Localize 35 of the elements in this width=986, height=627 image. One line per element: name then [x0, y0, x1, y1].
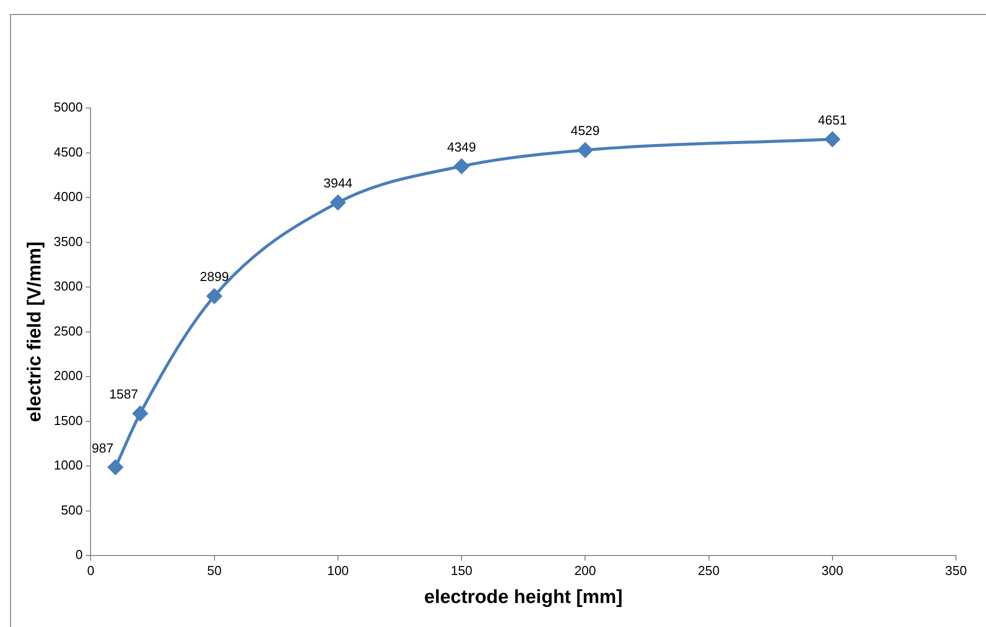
- data-label: 4349: [447, 139, 476, 154]
- y-tick-label: 4500: [54, 144, 83, 160]
- x-axis-title: electrode height [mm]: [424, 586, 623, 608]
- data-label: 4529: [570, 123, 600, 138]
- data-label: 2899: [200, 269, 229, 284]
- y-tick-label: 5000: [54, 100, 83, 115]
- point: [578, 142, 593, 158]
- y-tick-label: 1000: [54, 458, 83, 473]
- x-tick-label: 150: [450, 562, 472, 578]
- x-tick-label: 250: [698, 562, 720, 578]
- y-tick-label: 2000: [54, 368, 83, 384]
- x-tick-label: 300: [822, 562, 844, 578]
- x-tick-label: 350: [945, 562, 967, 578]
- x-tick-label: 50: [207, 562, 222, 578]
- y-axis-title: electric field [V/mm]: [24, 242, 46, 422]
- x-tick-label: 100: [327, 562, 349, 578]
- point: [330, 195, 346, 210]
- data-label: 4651: [818, 112, 847, 128]
- y-tick-label: 3500: [54, 234, 83, 249]
- point: [108, 460, 123, 475]
- x-tick-label: 0: [87, 562, 94, 578]
- y-tick-label: 1500: [54, 412, 83, 428]
- y-tick-label: 2500: [54, 323, 83, 338]
- y-tick-label: 4000: [54, 189, 83, 204]
- data-label: 987: [92, 440, 114, 456]
- x-tick-label: 200: [574, 562, 596, 578]
- point: [132, 406, 148, 422]
- y-tick-label: 500: [61, 502, 83, 518]
- point: [206, 288, 222, 304]
- y-tick-label: 0: [75, 547, 83, 562]
- point: [824, 132, 840, 147]
- data-label: 3944: [323, 176, 352, 191]
- data-label: 1587: [109, 386, 138, 402]
- point: [454, 158, 470, 174]
- y-tick-label: 3000: [54, 278, 83, 294]
